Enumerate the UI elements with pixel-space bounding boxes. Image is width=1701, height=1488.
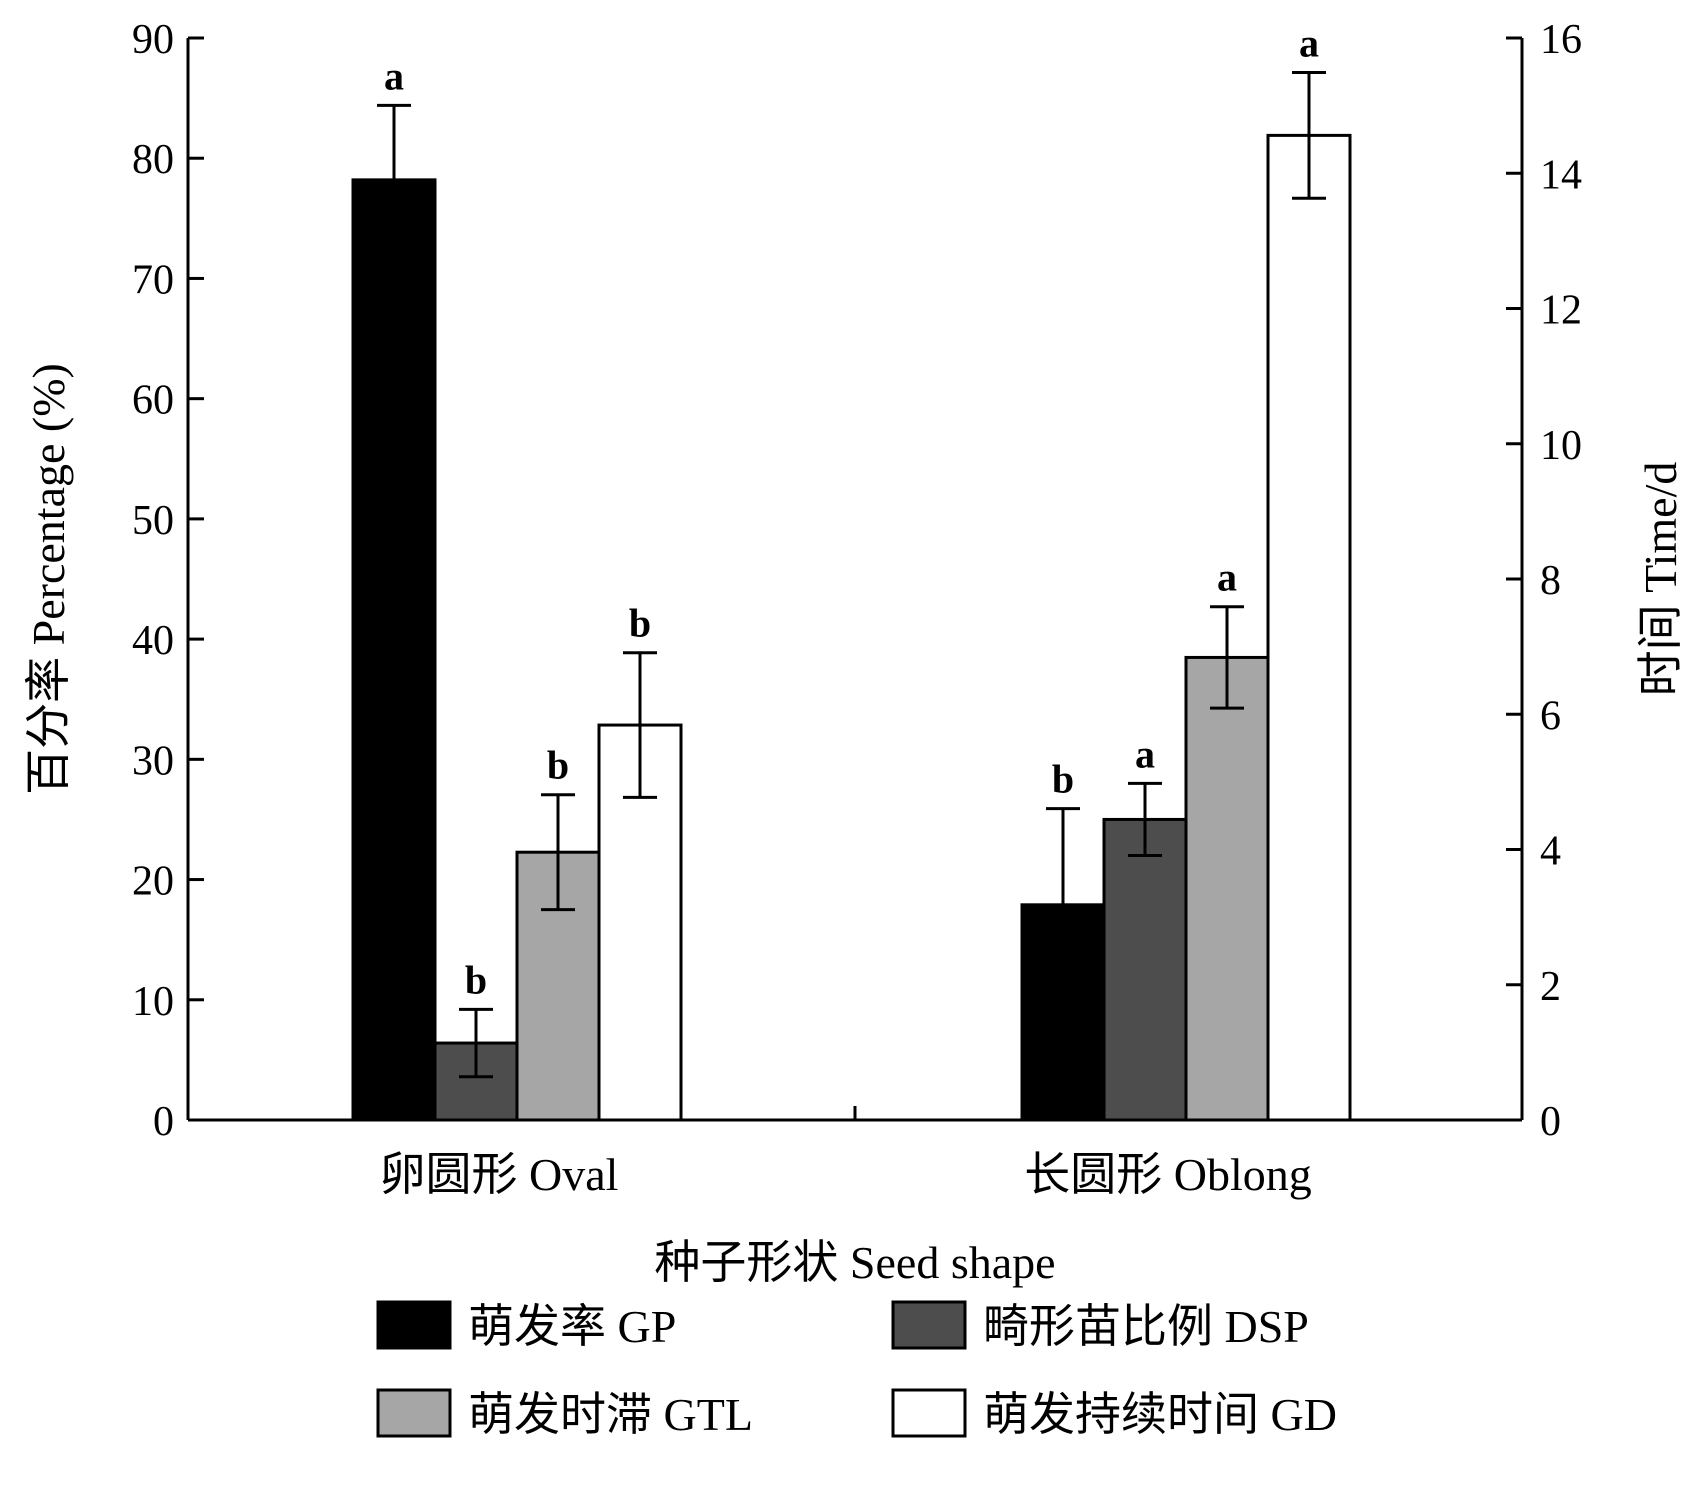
x-axis-title: 种子形状 Seed shape <box>654 1237 1055 1288</box>
left-axis-title: 百分率 Percentage (%) <box>23 363 74 795</box>
right-tick-label: 2 <box>1540 964 1561 1010</box>
bar <box>1184 655 1270 1122</box>
left-tick-label: 80 <box>132 137 174 183</box>
left-tick-label: 0 <box>153 1099 174 1145</box>
right-tick-label: 16 <box>1540 17 1582 63</box>
left-tick-label: 50 <box>132 498 174 544</box>
left-tick-label: 10 <box>132 979 174 1025</box>
left-tick-label: 60 <box>132 378 174 424</box>
right-tick-label: 10 <box>1540 423 1582 469</box>
left-tick-label: 70 <box>132 257 174 303</box>
significance-letter: a <box>384 53 404 98</box>
significance-letter: b <box>1052 757 1074 802</box>
significance-letter: a <box>1217 555 1237 600</box>
legend-swatch <box>376 1388 452 1438</box>
right-tick-label: 6 <box>1540 693 1561 739</box>
significance-letter: b <box>629 601 651 646</box>
legend-label: 畸形苗比例 DSP <box>983 1301 1309 1352</box>
right-axis-title: 时间 Time/d <box>1635 462 1686 697</box>
category-label: 卵圆形 Oval <box>380 1149 619 1200</box>
left-tick-label: 90 <box>132 17 174 63</box>
right-tick-label: 8 <box>1540 558 1561 604</box>
right-tick-label: 14 <box>1540 152 1582 198</box>
significance-letter: a <box>1299 20 1319 65</box>
category-label: 长圆形 Oblong <box>1024 1149 1312 1200</box>
bar <box>1266 133 1352 1122</box>
legend-label: 萌发时滞 GTL <box>468 1389 753 1440</box>
significance-letter: b <box>547 743 569 788</box>
right-tick-label: 0 <box>1540 1099 1561 1145</box>
legend-label: 萌发持续时间 GD <box>983 1389 1337 1440</box>
legend: 萌发率 GP 畸形苗比例 DSP 萌发时滞 GTL 萌发持续时间 GD <box>376 1300 1337 1440</box>
significance-letter: b <box>465 957 487 1002</box>
left-tick-label: 40 <box>132 618 174 664</box>
axes: 0 10 20 30 40 50 60 70 80 90 0 2 4 6 8 10 12 14 16 <box>132 17 1582 1145</box>
legend-swatch <box>376 1300 452 1350</box>
labels: 百分率 Percentage (%) 时间 Time/d 种子形状 Seed sha… <box>23 20 1686 1288</box>
bars <box>351 70 1352 1122</box>
legend-swatch <box>891 1388 967 1438</box>
right-tick-label: 4 <box>1540 829 1561 875</box>
bar <box>351 178 437 1122</box>
legend-swatch <box>891 1300 967 1350</box>
legend-label: 萌发率 GP <box>468 1301 676 1352</box>
left-tick-label: 20 <box>132 859 174 905</box>
right-tick-label: 12 <box>1540 288 1582 334</box>
left-tick-label: 30 <box>132 738 174 784</box>
significance-letter: a <box>1135 731 1155 776</box>
bar <box>1102 817 1188 1122</box>
